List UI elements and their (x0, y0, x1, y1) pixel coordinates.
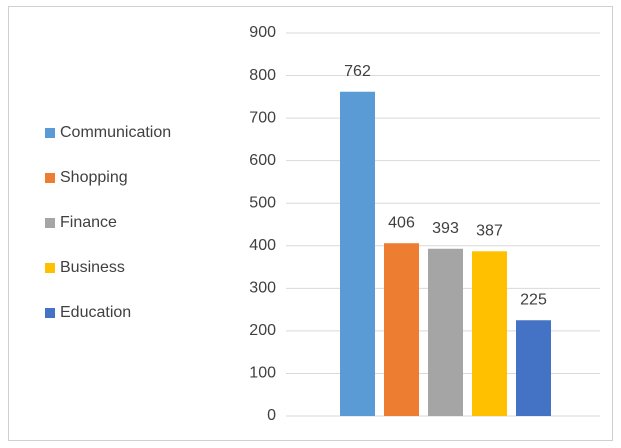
bar (340, 91, 375, 416)
y-tick-label: 500 (249, 194, 276, 211)
legend-swatch (45, 308, 55, 318)
bar (428, 248, 463, 416)
value-label: 406 (388, 214, 415, 231)
value-label: 393 (432, 220, 459, 237)
value-label: 387 (476, 223, 503, 240)
chart-border (8, 6, 613, 441)
y-tick-label: 700 (249, 109, 276, 126)
y-tick-label: 200 (249, 322, 276, 339)
value-label: 225 (520, 291, 547, 308)
legend-label: Communication (60, 124, 171, 141)
legend-swatch (45, 128, 55, 138)
legend-swatch (45, 173, 55, 183)
legend-label: Shopping (60, 169, 128, 186)
y-tick-label: 100 (249, 365, 276, 382)
bar (384, 243, 419, 416)
y-tick-label: 0 (267, 407, 276, 424)
y-tick-label: 900 (249, 24, 276, 41)
y-tick-label: 400 (249, 237, 276, 254)
bar (472, 251, 507, 416)
legend-swatch (45, 263, 55, 273)
legend-label: Education (60, 304, 131, 321)
legend-label: Business (60, 259, 125, 276)
bar (516, 320, 551, 416)
legend-label: Finance (60, 214, 117, 231)
legend-swatch (45, 218, 55, 228)
y-tick-label: 300 (249, 280, 276, 297)
y-tick-label: 600 (249, 152, 276, 169)
y-tick-label: 800 (249, 67, 276, 84)
value-label: 762 (344, 63, 371, 80)
